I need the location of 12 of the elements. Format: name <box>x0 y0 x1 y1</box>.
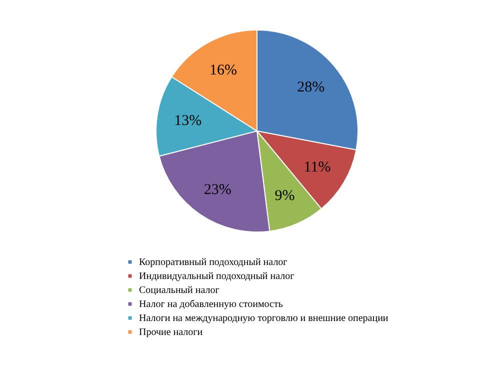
data-label: 28% <box>297 79 325 96</box>
legend-label: Корпоративный подоходный налог <box>139 257 288 268</box>
legend-label: Социальный налог <box>139 285 220 296</box>
legend-label: Прочие налоги <box>139 327 204 338</box>
legend-label: Налоги на международную торговлю и внешние операции <box>139 313 389 324</box>
data-label: 16% <box>210 62 238 79</box>
data-label: 11% <box>304 160 331 176</box>
legend-label: Налог на добавленную стоимость <box>139 299 284 310</box>
data-label: 23% <box>204 182 232 198</box>
data-label: 9% <box>274 188 295 204</box>
data-label: 13% <box>174 113 202 130</box>
legend-label: Индивидуальный подоходный налог <box>139 271 294 282</box>
